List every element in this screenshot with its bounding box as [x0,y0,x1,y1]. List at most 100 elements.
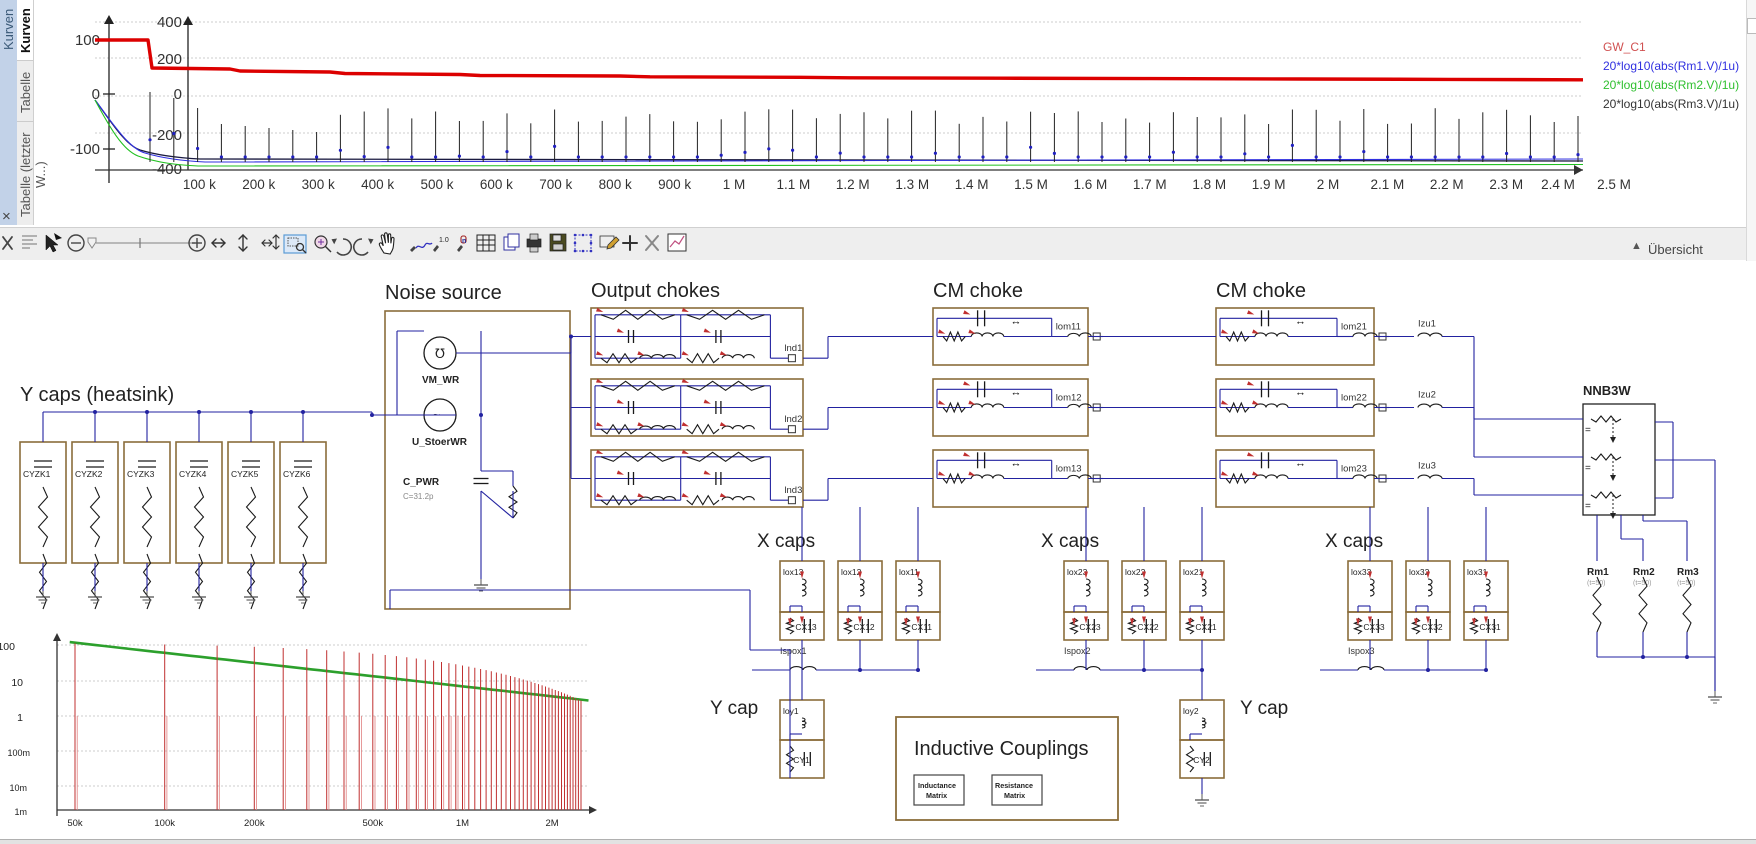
svg-text:Rm1: Rm1 [1587,567,1609,578]
svg-text:1.7 M: 1.7 M [1133,177,1167,192]
svg-text:CX32: CX32 [1421,622,1443,632]
svg-text:CM choke: CM choke [1216,280,1306,302]
svg-text:C_PWR: C_PWR [403,477,440,488]
svg-text:1.8 M: 1.8 M [1192,177,1226,192]
svg-text:=: = [1585,463,1591,474]
svg-text:2.3 M: 2.3 M [1489,177,1523,192]
svg-text:200 k: 200 k [242,177,275,192]
svg-text:loy1: loy1 [783,706,799,716]
svg-text:CX22: CX22 [1137,622,1159,632]
svg-text:NNB3W: NNB3W [1583,383,1631,398]
svg-text:℧: ℧ [435,346,445,361]
svg-text:↔: ↔ [1011,316,1022,328]
svg-text:900 k: 900 k [658,177,691,192]
svg-text:700 k: 700 k [539,177,572,192]
svg-text:2 M: 2 M [1317,177,1340,192]
svg-text:Matrix: Matrix [926,791,947,800]
svg-text:10: 10 [11,677,23,689]
svg-text:lom11: lom11 [1056,322,1081,333]
svg-text:200k: 200k [244,818,265,829]
svg-text:1M: 1M [456,818,469,829]
svg-text:400: 400 [157,14,182,31]
svg-text:CX21: CX21 [1195,622,1217,632]
svg-text:C=31.2p: C=31.2p [403,492,434,501]
svg-text:Output chokes: Output chokes [591,280,720,302]
svg-text:X caps: X caps [757,531,815,552]
svg-text:Inductance: Inductance [918,781,956,790]
svg-text:CX11: CX11 [911,622,932,632]
svg-text:10m: 10m [9,783,27,793]
svg-text:-100: -100 [70,141,100,158]
svg-text:2.1 M: 2.1 M [1371,177,1405,192]
svg-text:CYZK2: CYZK2 [75,469,103,479]
svg-text:Y cap: Y cap [710,698,758,719]
svg-text:1: 1 [17,712,23,724]
svg-text:CYZK3: CYZK3 [127,469,155,479]
svg-text:↔: ↔ [1011,387,1022,399]
svg-text:Inductive Couplings: Inductive Couplings [914,738,1089,760]
svg-text:↔: ↔ [1295,316,1306,328]
svg-text:X caps: X caps [1041,531,1099,552]
svg-text:=: = [1585,425,1591,436]
svg-text:Ispox2: Ispox2 [1064,646,1091,656]
svg-text:2M: 2M [545,818,558,829]
svg-text:Ispox3: Ispox3 [1348,646,1375,656]
svg-text:Rm2: Rm2 [1633,567,1655,578]
svg-text:2.4 M: 2.4 M [1541,177,1575,192]
svg-text:CYZK5: CYZK5 [231,469,259,479]
svg-text:Y cap: Y cap [1240,698,1288,719]
svg-text:50k: 50k [67,818,83,829]
svg-text:CX13: CX13 [795,622,817,632]
svg-text:Rm3: Rm3 [1677,567,1699,578]
svg-text:-200: -200 [152,127,182,144]
svg-text:lnd3: lnd3 [784,485,802,496]
svg-text:Y caps (heatsink): Y caps (heatsink) [20,384,174,406]
svg-text:1.2 M: 1.2 M [836,177,870,192]
svg-text:Izu2: Izu2 [1418,390,1436,401]
svg-text:CX31: CX31 [1479,622,1501,632]
svg-text:CX23: CX23 [1079,622,1101,632]
svg-text:lom13: lom13 [1056,464,1082,475]
svg-text:(t=50): (t=50) [1633,580,1651,587]
svg-text:lom23: lom23 [1341,464,1367,475]
svg-text:Noise source: Noise source [385,282,502,304]
svg-text:lom22: lom22 [1341,393,1367,404]
svg-text:1.9 M: 1.9 M [1252,177,1286,192]
svg-text:CYZK1: CYZK1 [23,469,51,479]
svg-text:=: = [1585,501,1591,512]
svg-text:CX12: CX12 [853,622,875,632]
svg-text:X caps: X caps [1325,531,1383,552]
svg-text:300 k: 300 k [302,177,335,192]
svg-text:↔: ↔ [1295,458,1306,470]
svg-text:1.0: 1.0 [439,237,449,244]
svg-text:1.4 M: 1.4 M [955,177,989,192]
svg-text:loy2: loy2 [1183,706,1199,716]
svg-text:600 k: 600 k [480,177,513,192]
svg-text:100m: 100m [7,748,30,758]
svg-text:Izu3: Izu3 [1418,461,1436,472]
svg-text:100: 100 [0,641,15,653]
svg-text:lom12: lom12 [1056,393,1082,404]
svg-text:↔: ↔ [1011,458,1022,470]
svg-text:n: n [462,238,466,245]
svg-text:lox11: lox11 [899,567,919,577]
svg-text:lnd1: lnd1 [784,343,802,354]
svg-text:CY2: CY2 [1193,755,1210,765]
svg-text:1m: 1m [14,807,27,817]
svg-text:(t=50): (t=50) [1587,580,1605,587]
svg-text:CX33: CX33 [1363,622,1385,632]
svg-text:1 M: 1 M [723,177,746,192]
svg-text:1.1 M: 1.1 M [777,177,811,192]
svg-text:500k: 500k [362,818,383,829]
svg-text:2.2 M: 2.2 M [1430,177,1464,192]
svg-text:0: 0 [174,86,182,103]
svg-text:CYZK6: CYZK6 [283,469,311,479]
svg-text:100 k: 100 k [183,177,216,192]
svg-text:Ispox1: Ispox1 [780,646,807,656]
svg-text:CM choke: CM choke [933,280,1023,302]
svg-text:2.5 M: 2.5 M [1597,177,1631,192]
svg-text:lom21: lom21 [1341,322,1367,333]
svg-text:CY1: CY1 [793,755,810,765]
svg-text:500 k: 500 k [420,177,453,192]
svg-text:Izu1: Izu1 [1418,319,1436,330]
